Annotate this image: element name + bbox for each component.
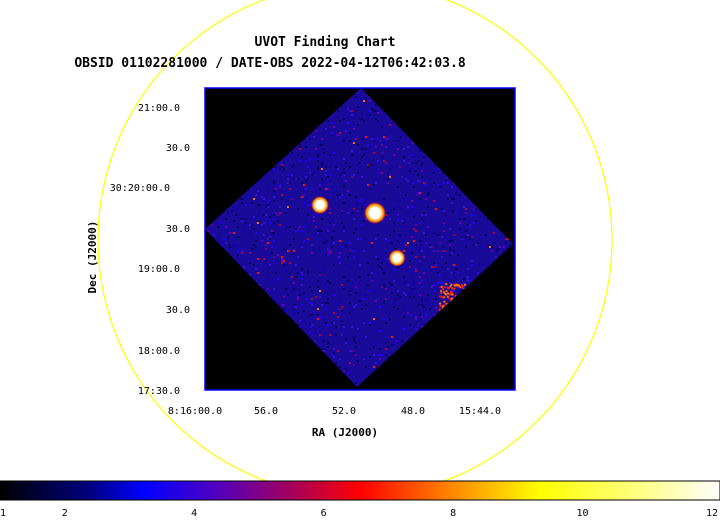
colorbar-tick-labels: 1 2 4 6 8 10 12	[0, 508, 718, 519]
colorbar-tick-label: 8	[450, 508, 456, 519]
dec-tick-labels: 21:00.0 30.0 30:20:00.0 30.0 19:00.0 30.0 18:0…	[110, 103, 190, 397]
ra-tick-label: 8:16:00.0	[168, 406, 222, 417]
source-markers	[311, 196, 406, 267]
dec-tick-label: 17:30.0	[138, 386, 180, 397]
chart-title: UVOT Finding Chart	[255, 35, 396, 50]
dec-tick-label: 30.0	[166, 143, 190, 154]
ra-tick-label: 15:44.0	[459, 406, 501, 417]
bright-source	[393, 254, 401, 262]
dec-tick-label: 18:00.0	[138, 346, 180, 357]
dec-tick-label: 19:00.0	[138, 264, 180, 275]
colorbar	[0, 480, 720, 501]
dec-tick-label: 21:00.0	[138, 103, 180, 114]
colorbar-tick-label: 1	[0, 508, 6, 519]
colorbar-tick-label: 6	[321, 508, 327, 519]
dec-tick-label: 30:20:00.0	[110, 183, 170, 194]
colorbar-tick-label: 2	[62, 508, 68, 519]
ra-tick-labels: 8:16:00.0 56.0 52.0 48.0 15:44.0	[168, 406, 501, 417]
dec-tick-label: 30.0	[166, 305, 190, 316]
ra-tick-label: 56.0	[254, 406, 278, 417]
bright-source	[315, 200, 325, 210]
chart-subtitle: OBSID 01102281000 / DATE-OBS 2022-04-12T…	[74, 56, 466, 71]
ra-tick-label: 52.0	[332, 406, 356, 417]
colorbar-tick-label: 4	[191, 508, 197, 519]
dec-tick-label: 30.0	[166, 224, 190, 235]
ra-tick-label: 48.0	[401, 406, 425, 417]
colorbar-tick-label: 12	[706, 508, 718, 519]
bright-source	[369, 207, 381, 219]
y-axis-label: Dec (J2000)	[86, 221, 99, 294]
x-axis-label: RA (J2000)	[312, 426, 378, 439]
colorbar-tick-label: 10	[577, 508, 589, 519]
